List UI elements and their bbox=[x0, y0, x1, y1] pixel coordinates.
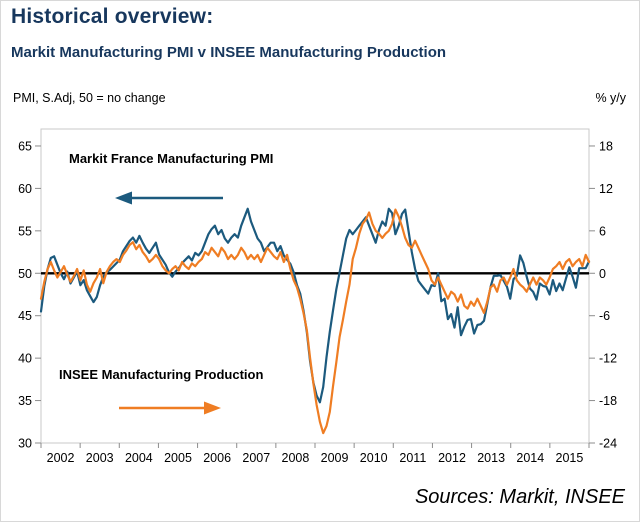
x-year-label: 2011 bbox=[399, 451, 426, 465]
x-year-label: 2003 bbox=[86, 451, 114, 465]
x-year-label: 2005 bbox=[164, 451, 192, 465]
right-tick-label: -6 bbox=[599, 309, 610, 323]
left-tick-label: 30 bbox=[18, 437, 32, 451]
x-year-label: 2014 bbox=[516, 451, 544, 465]
chart-title: Markit Manufacturing PMI v INSEE Manufac… bbox=[11, 44, 447, 61]
right-tick-label: 12 bbox=[599, 182, 613, 196]
left-tick-label: 60 bbox=[18, 182, 32, 196]
x-year-label: 2004 bbox=[125, 451, 153, 465]
annotation-markit-pmi-label: Markit France Manufacturing PMI bbox=[69, 151, 274, 166]
right-tick-label: -18 bbox=[599, 394, 617, 408]
right-tick-label: -12 bbox=[599, 352, 617, 366]
left-tick-label: 65 bbox=[18, 139, 32, 153]
right-tick-label: 18 bbox=[599, 139, 613, 153]
insee-arrow-head bbox=[204, 401, 221, 415]
x-year-label: 2008 bbox=[282, 451, 310, 465]
left-tick-label: 40 bbox=[18, 352, 32, 366]
sources-note: Sources: Markit, INSEE bbox=[414, 486, 625, 508]
markit-pmi-arrow-head bbox=[115, 191, 132, 205]
x-year-label: 2012 bbox=[438, 451, 466, 465]
x-year-label: 2006 bbox=[203, 451, 231, 465]
right-tick-label: 6 bbox=[599, 224, 606, 238]
x-year-label: 2007 bbox=[242, 451, 270, 465]
x-year-label: 2010 bbox=[360, 451, 388, 465]
series-line-insee bbox=[39, 208, 591, 435]
left-tick-label: 35 bbox=[18, 394, 32, 408]
x-year-label: 2013 bbox=[477, 451, 505, 465]
left-tick-label: 50 bbox=[18, 267, 32, 281]
x-year-label: 2015 bbox=[556, 451, 584, 465]
left-axis-caption: PMI, S.Adj, 50 = no change bbox=[13, 91, 166, 105]
page-title: Historical overview: bbox=[11, 5, 214, 28]
right-tick-label: 0 bbox=[599, 267, 606, 281]
left-tick-label: 45 bbox=[18, 309, 32, 323]
x-year-label: 2009 bbox=[321, 451, 349, 465]
right-tick-label: -24 bbox=[599, 437, 617, 451]
right-axis-caption: % y/y bbox=[595, 91, 626, 105]
left-tick-label: 55 bbox=[18, 224, 32, 238]
x-year-label: 2002 bbox=[47, 451, 75, 465]
annotation-insee-production-label: INSEE Manufacturing Production bbox=[59, 367, 264, 382]
